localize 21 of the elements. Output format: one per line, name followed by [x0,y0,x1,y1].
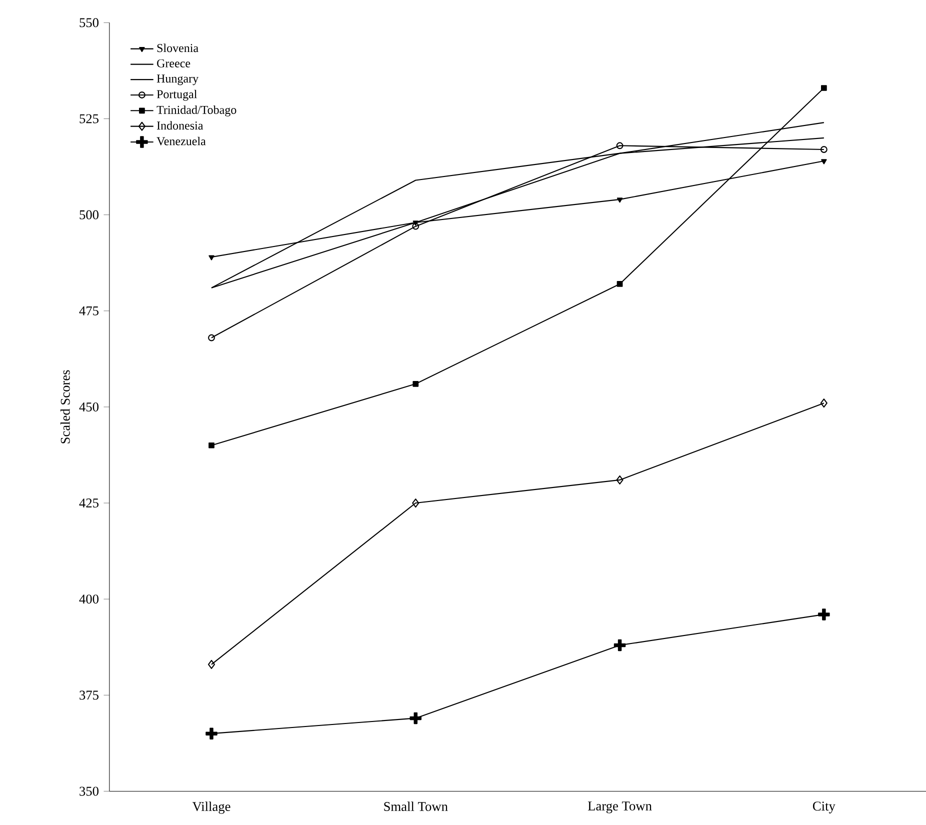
x-tick-label: City [812,802,836,814]
legend-label: Trinidad/Tobago [156,106,236,117]
y-tick-label: 525 [80,114,98,124]
x-tick-label: Large Town [588,802,652,814]
y-tick-label: 475 [79,306,98,316]
legend-label: Hungary [156,74,199,86]
y-tick-label: 550 [80,18,99,28]
x-tick-label: Village [192,802,230,814]
y-axis-title: Scaled Scores [60,370,70,444]
y-tick-label: 400 [79,594,99,604]
y-tick-label: 375 [80,690,98,700]
legend-label: Greece [157,60,190,68]
x-tick-label: Small Town [384,802,448,812]
y-tick-label: 500 [80,210,99,220]
y-tick-label: 425 [79,498,98,508]
legend-label: Portugal [156,90,197,101]
legend-label: Indonesia [156,121,204,130]
y-tick-label: 350 [80,786,99,796]
y-tick-label: 450 [79,402,99,412]
legend-label: Slovenia [157,44,198,52]
legend-label: Venezuela [156,137,206,146]
